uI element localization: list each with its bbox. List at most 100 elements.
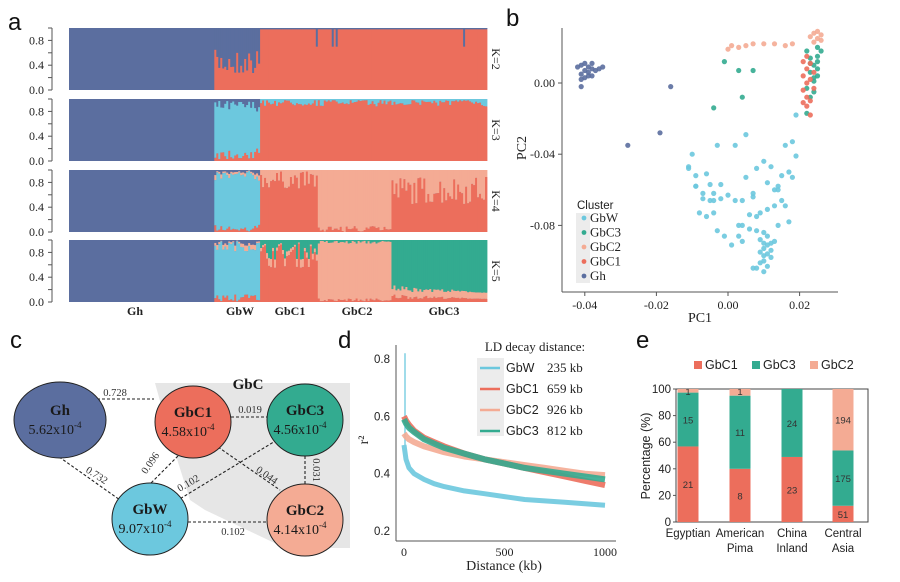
- admixture-bar-segment: [317, 100, 321, 161]
- admixture-bar-segment: [433, 28, 436, 30]
- admixture-bar-segment: [387, 300, 390, 302]
- admixture-bar-segment: [230, 170, 233, 172]
- admixture-bar-segment: [457, 170, 460, 185]
- admixture-bar-segment: [347, 228, 351, 232]
- admixture-bar-segment: [337, 29, 341, 91]
- admixture-bar-segment: [248, 170, 251, 171]
- admixture-bar-segment: [449, 291, 452, 298]
- admixture-bar-segment: [373, 226, 376, 232]
- scatter-point: [811, 69, 817, 75]
- admixture-bar-segment: [335, 46, 339, 90]
- admixture-bar-segment: [214, 28, 217, 50]
- admixture-bar-segment: [479, 29, 482, 91]
- admixture-bar-segment: [457, 184, 460, 232]
- admixture-bar-segment: [295, 177, 299, 232]
- node-ellipse: [13, 381, 107, 459]
- x-tick-label: 0: [401, 545, 407, 559]
- admixture-bar-segment: [389, 28, 392, 30]
- admixture-bar-segment: [242, 243, 245, 248]
- admixture-bar-segment: [423, 99, 426, 102]
- admixture-bar-segment: [361, 28, 364, 30]
- admixture-bar-segment: [293, 99, 297, 106]
- admixture-bar-segment: [465, 29, 468, 91]
- admixture-bar-segment: [471, 183, 474, 232]
- admixture-bar-segment: [232, 28, 235, 67]
- admixture-bar-segment: [339, 99, 343, 104]
- node-Gh: Gh5.62x10-4: [13, 381, 107, 459]
- admixture-bar-segment: [321, 99, 325, 106]
- admixture-bar-segment: [325, 101, 329, 161]
- admixture-bar-segment: [419, 289, 422, 299]
- admixture-bar-segment: [457, 99, 460, 102]
- admixture-bar-segment: [409, 170, 412, 185]
- admixture-bar-segment: [224, 156, 227, 161]
- admixture-bar-segment: [220, 240, 223, 241]
- admixture-bar-segment: [313, 29, 317, 91]
- admixture-bar-segment: [475, 292, 478, 299]
- admixture-bar-segment: [232, 300, 235, 302]
- admixture-bar-segment: [220, 170, 223, 175]
- admixture-bar-segment: [433, 29, 436, 91]
- admixture-bar-segment: [427, 170, 430, 194]
- admixture-bar-segment: [469, 28, 472, 30]
- admixture-bar-segment: [299, 104, 303, 161]
- admixture-bar-segment: [291, 28, 295, 30]
- admixture-bar-segment: [379, 241, 382, 301]
- admixture-bar-segment: [266, 170, 269, 184]
- admixture-bar-segment: [220, 174, 223, 179]
- admixture-bar-segment: [425, 99, 428, 103]
- admixture-bar-segment: [399, 99, 402, 104]
- admixture-bar-segment: [317, 243, 321, 299]
- admixture-bar-segment: [483, 292, 486, 299]
- admixture-bar-segment: [357, 240, 361, 242]
- admixture-bar-segment: [349, 29, 353, 91]
- admixture-bar-segment: [355, 228, 359, 232]
- admixture-bar-segment: [218, 101, 221, 159]
- admixture-bar-segment: [242, 247, 245, 298]
- scatter-point: [800, 100, 806, 106]
- admixture-bar-segment: [407, 298, 410, 302]
- scatter-point: [807, 69, 813, 75]
- panel-label-d: d: [338, 327, 351, 354]
- admixture-bar-segment: [447, 240, 450, 291]
- admixture-bar-segment: [238, 170, 241, 172]
- admixture-bar-segment: [451, 297, 454, 302]
- admixture-bar-segment: [305, 170, 309, 172]
- admixture-bar-segment: [220, 57, 223, 90]
- node-name: GbW: [132, 502, 167, 518]
- admixture-bar-segment: [361, 241, 364, 301]
- admixture-bar-segment: [367, 241, 370, 301]
- admixture-bar-segment: [469, 170, 472, 202]
- admixture-bar-segment: [285, 256, 289, 302]
- plot-frame: [675, 388, 869, 523]
- admixture-bar-segment: [278, 29, 281, 91]
- admixture-bar-segment: [419, 99, 422, 105]
- admixture-bar-segment: [260, 103, 263, 161]
- admixture-bar-segment: [377, 299, 380, 302]
- admixture-bar-segment: [383, 300, 386, 302]
- admixture-bar-segment: [274, 29, 277, 91]
- admixture-bar-segment: [425, 170, 428, 203]
- admixture-bar-segment: [323, 99, 327, 101]
- admixture-bar-segment: [244, 58, 247, 90]
- admixture-bar-segment: [339, 28, 343, 30]
- admixture-bar-segment: [272, 251, 275, 302]
- y-axis-title: r²: [357, 436, 372, 445]
- admixture-bar-segment: [407, 104, 410, 161]
- legend-swatch: [694, 361, 702, 369]
- admixture-bar-segment: [383, 170, 386, 227]
- admixture-bar-segment: [459, 170, 462, 192]
- y-tick-label: 0.0: [29, 295, 44, 309]
- admixture-bar-segment: [405, 28, 408, 30]
- admixture-bar-segment: [256, 111, 259, 149]
- admixture-bar-segment: [389, 99, 392, 101]
- admixture-bar-segment: [381, 99, 384, 104]
- admixture-bar-segment: [303, 240, 307, 248]
- admixture-bar-segment: [445, 291, 448, 299]
- admixture-bar-segment: [266, 100, 269, 161]
- scatter-point: [739, 222, 745, 228]
- admixture-bar-segment: [248, 53, 251, 90]
- admixture-bar-segment: [254, 108, 257, 152]
- admixture-bar-segment: [254, 245, 257, 251]
